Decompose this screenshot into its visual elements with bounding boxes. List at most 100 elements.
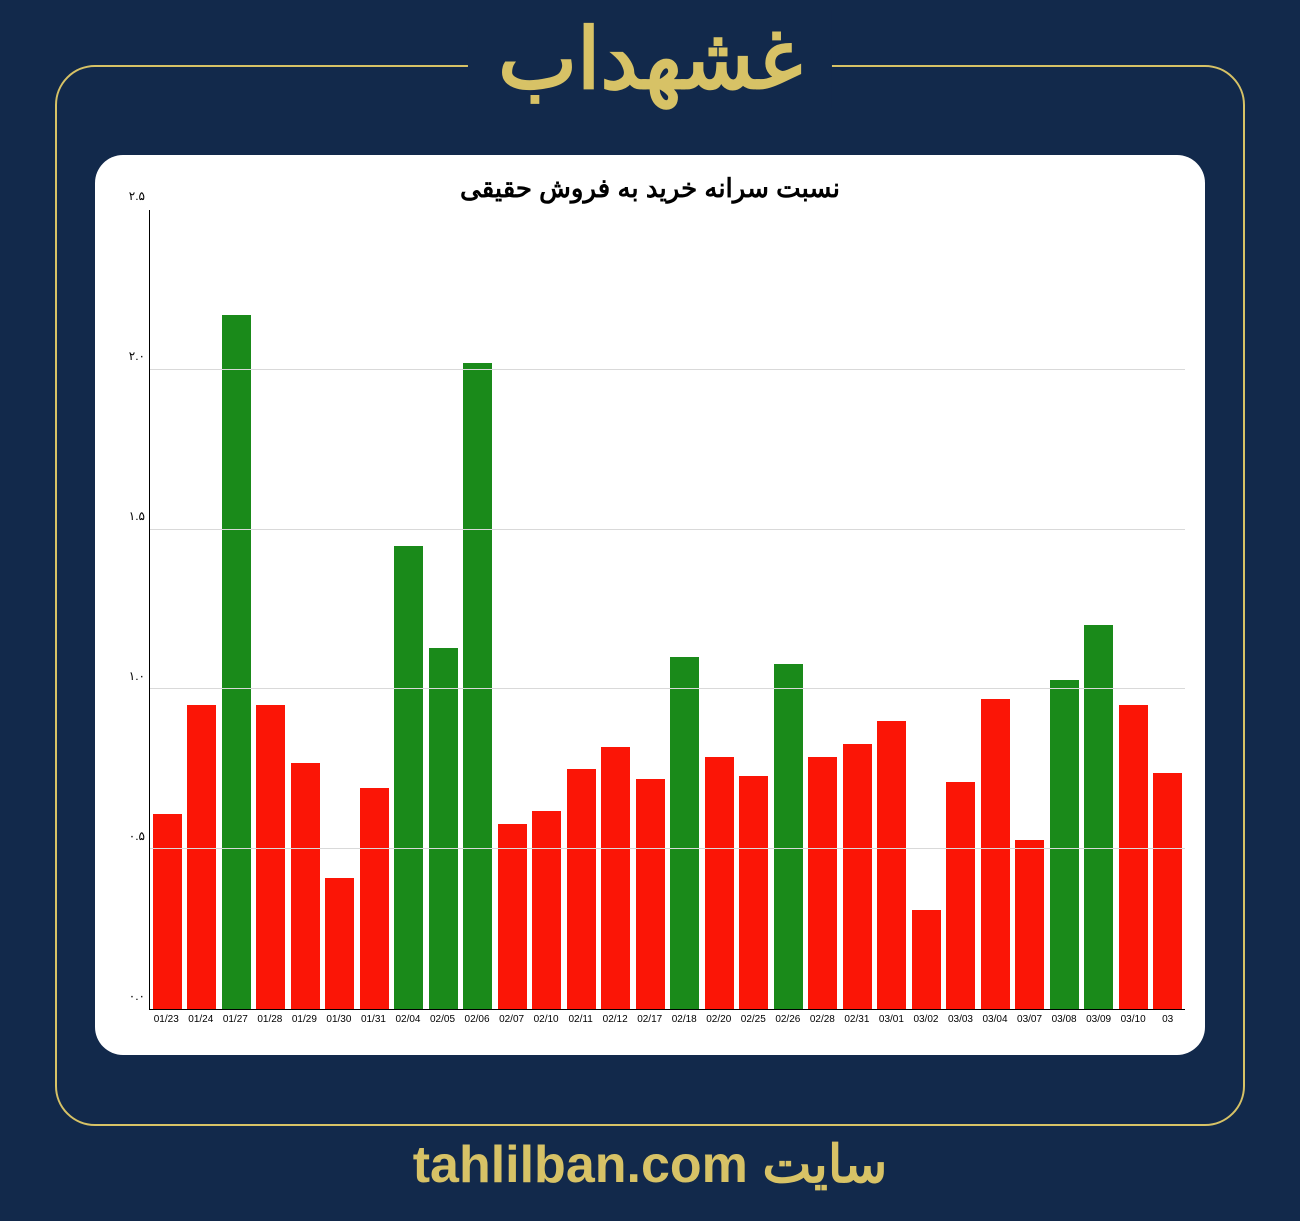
bar xyxy=(187,705,216,1009)
bar xyxy=(291,763,320,1009)
y-tick-label: ۰.۵ xyxy=(129,829,145,843)
bar xyxy=(601,747,630,1009)
y-tick-label: ۱.۰ xyxy=(129,669,145,683)
bar xyxy=(498,824,527,1009)
bar-slot xyxy=(944,210,979,1009)
x-tick-label: 03 xyxy=(1150,1010,1185,1040)
bar-slot xyxy=(875,210,910,1009)
x-tick-label: 01/27 xyxy=(218,1010,253,1040)
bar-slot xyxy=(185,210,220,1009)
bar xyxy=(946,782,975,1009)
bar-slot xyxy=(564,210,599,1009)
bar-slot xyxy=(150,210,185,1009)
bar xyxy=(1084,625,1113,1009)
y-tick-label: ۲.۵ xyxy=(129,189,145,203)
plot-area: ۰.۰۰.۵۱.۰۱.۵۲.۰۲.۵ 01/2301/2401/2701/280… xyxy=(115,210,1185,1040)
bars-container xyxy=(150,210,1185,1009)
bar-slot xyxy=(254,210,289,1009)
bar xyxy=(325,878,354,1009)
x-tick-label: 01/30 xyxy=(322,1010,357,1040)
gridline xyxy=(150,369,1185,370)
x-tick-label: 02/07 xyxy=(494,1010,529,1040)
footer-text: سایت tahlilban.com xyxy=(0,1135,1300,1195)
x-tick-label: 01/31 xyxy=(356,1010,391,1040)
y-axis: ۰.۰۰.۵۱.۰۱.۵۲.۰۲.۵ xyxy=(115,210,149,1010)
bar xyxy=(981,699,1010,1009)
x-tick-label: 02/25 xyxy=(736,1010,771,1040)
bar-slot xyxy=(357,210,392,1009)
bar-slot xyxy=(392,210,427,1009)
chart-title: نسبت سرانه خرید به فروش حقیقی xyxy=(115,173,1185,204)
bar xyxy=(739,776,768,1009)
x-tick-label: 02/18 xyxy=(667,1010,702,1040)
x-tick-label: 02/04 xyxy=(391,1010,426,1040)
x-tick-label: 03/03 xyxy=(943,1010,978,1040)
bar-slot xyxy=(909,210,944,1009)
bar-slot xyxy=(219,210,254,1009)
bar-slot xyxy=(702,210,737,1009)
x-tick-label: 02/20 xyxy=(702,1010,737,1040)
gridline xyxy=(150,848,1185,849)
x-tick-label: 02/12 xyxy=(598,1010,633,1040)
x-tick-label: 03/09 xyxy=(1081,1010,1116,1040)
bar xyxy=(394,546,423,1009)
bar-slot xyxy=(806,210,841,1009)
chart-card: نسبت سرانه خرید به فروش حقیقی ۰.۰ ۰.۵ ۱.۰ ۱… xyxy=(95,155,1205,1055)
bar xyxy=(532,811,561,1009)
bar xyxy=(463,363,492,1009)
bar xyxy=(222,315,251,1009)
x-tick-label: 03/04 xyxy=(978,1010,1013,1040)
bar-slot xyxy=(737,210,772,1009)
x-tick-label: 01/28 xyxy=(253,1010,288,1040)
page-title: غشهداب xyxy=(468,10,832,108)
bar-slot xyxy=(599,210,634,1009)
x-tick-label: 01/23 xyxy=(149,1010,184,1040)
bar-slot xyxy=(1116,210,1151,1009)
x-tick-label: 03/08 xyxy=(1047,1010,1082,1040)
x-tick-label: 03/01 xyxy=(874,1010,909,1040)
bar xyxy=(705,757,734,1009)
x-tick-label: 03/02 xyxy=(909,1010,944,1040)
x-tick-label: 03/07 xyxy=(1012,1010,1047,1040)
x-tick-label: 03/10 xyxy=(1116,1010,1151,1040)
x-axis: 01/2301/2401/2701/2801/2901/3001/3102/04… xyxy=(149,1010,1185,1040)
bar-slot xyxy=(461,210,496,1009)
x-tick-label: 01/24 xyxy=(184,1010,219,1040)
bar-slot xyxy=(323,210,358,1009)
bar xyxy=(1015,840,1044,1009)
bar xyxy=(670,657,699,1009)
x-tick-label: 01/29 xyxy=(287,1010,322,1040)
x-tick-label: 02/31 xyxy=(840,1010,875,1040)
gridline xyxy=(150,688,1185,689)
bar xyxy=(808,757,837,1009)
bar xyxy=(1153,773,1182,1010)
gridline xyxy=(150,529,1185,530)
y-tick-label: ۱.۵ xyxy=(129,509,145,523)
x-tick-label: 02/10 xyxy=(529,1010,564,1040)
bar-slot xyxy=(1047,210,1082,1009)
x-tick-label: 02/26 xyxy=(771,1010,806,1040)
x-tick-label: 02/06 xyxy=(460,1010,495,1040)
bar-slot xyxy=(426,210,461,1009)
x-tick-label: 02/05 xyxy=(425,1010,460,1040)
bar-slot xyxy=(495,210,530,1009)
bar xyxy=(843,744,872,1009)
bar xyxy=(1050,680,1079,1009)
x-tick-label: 02/11 xyxy=(563,1010,598,1040)
y-tick-label: ۰.۰ xyxy=(129,989,145,1003)
bar xyxy=(429,648,458,1009)
x-tick-label: 02/28 xyxy=(805,1010,840,1040)
plot xyxy=(149,210,1185,1010)
bar xyxy=(153,814,182,1009)
bar xyxy=(877,721,906,1009)
bar xyxy=(774,664,803,1009)
bar-slot xyxy=(668,210,703,1009)
bar-slot xyxy=(1082,210,1117,1009)
bar xyxy=(636,779,665,1009)
bar-slot xyxy=(1013,210,1048,1009)
bar xyxy=(912,910,941,1009)
bar xyxy=(567,769,596,1009)
x-tick-label: 02/17 xyxy=(632,1010,667,1040)
bar-slot xyxy=(978,210,1013,1009)
y-tick-label: ۲.۰ xyxy=(129,349,145,363)
